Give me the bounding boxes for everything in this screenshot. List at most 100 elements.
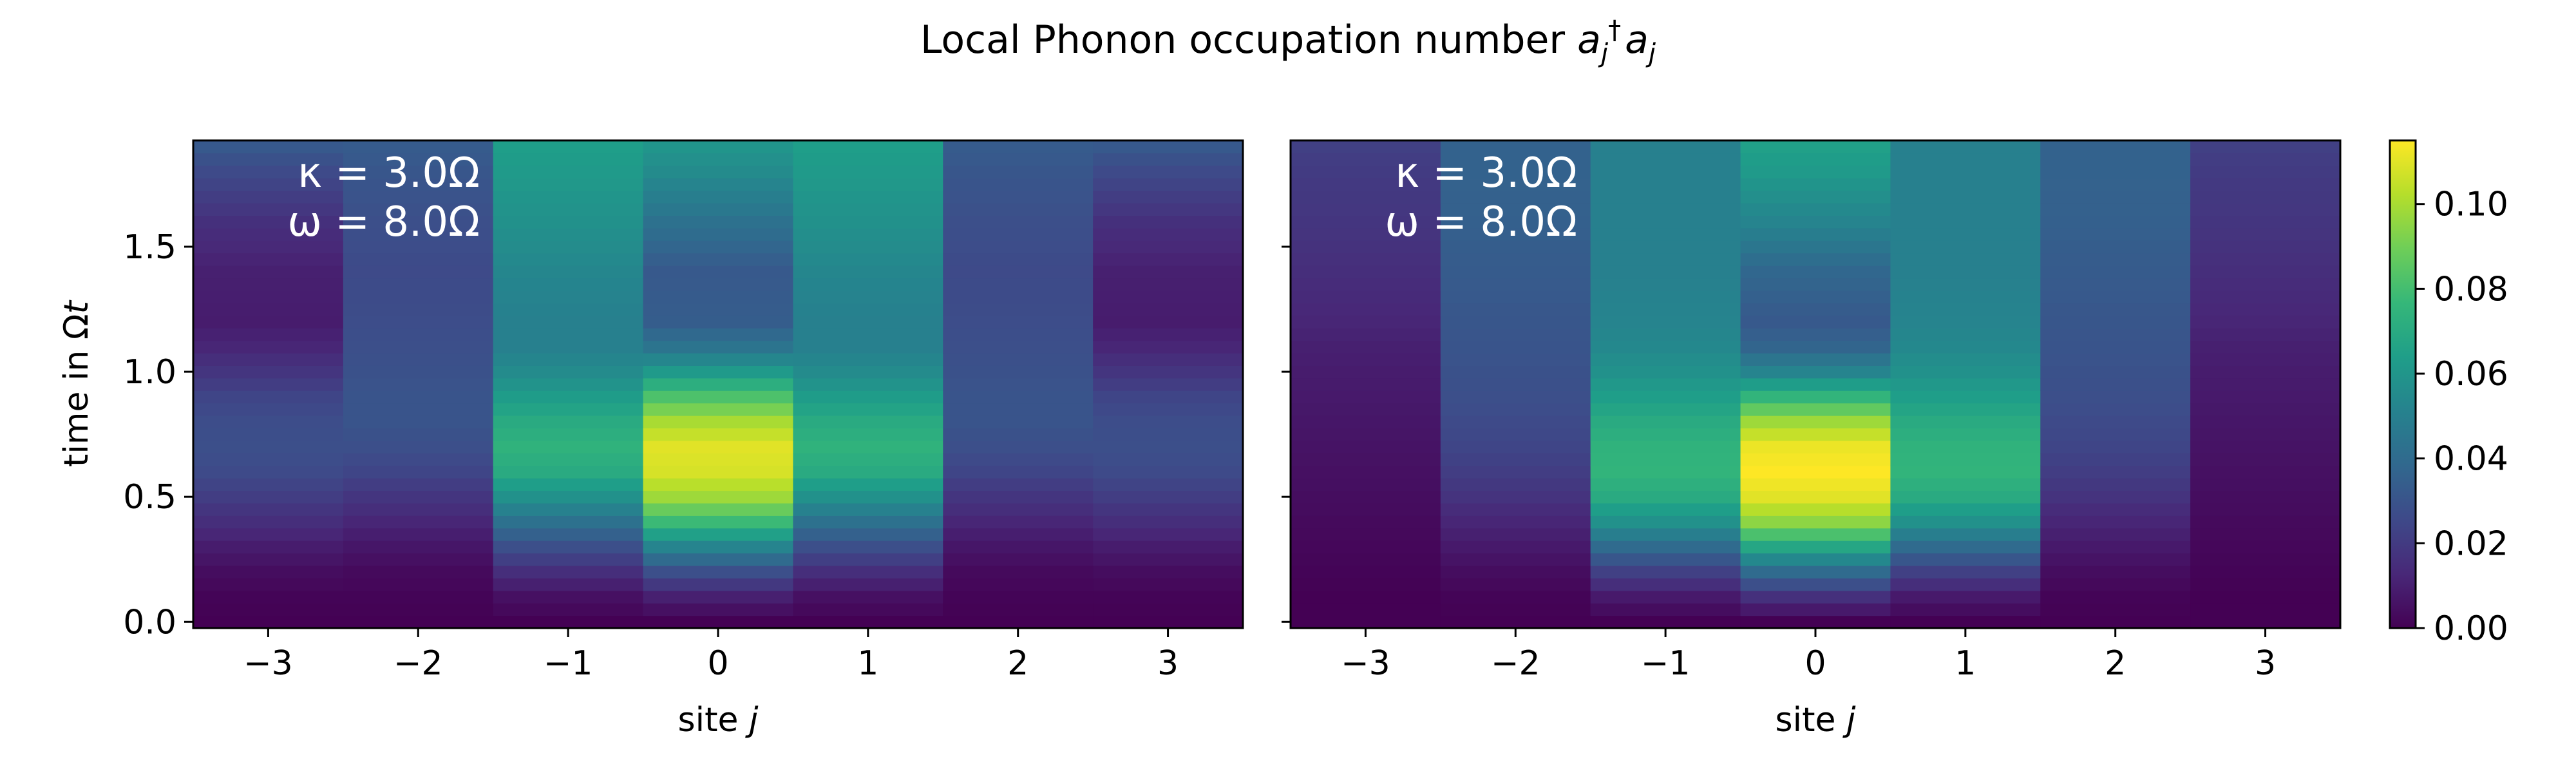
left-heatmap-cell — [493, 290, 644, 303]
left-heatmap-cell — [343, 190, 494, 204]
right-heatmap-cell — [2190, 515, 2341, 529]
right-heatmap-cell — [1590, 365, 1741, 379]
left-heatmap-cell — [493, 265, 644, 279]
right-heatmap-cell — [1890, 265, 2041, 279]
left-heatmap-cell — [793, 265, 943, 279]
right-heatmap-cell — [2190, 415, 2341, 429]
right-heatmap-cell — [2040, 303, 2191, 316]
left-heatmap-cell — [943, 603, 1094, 616]
right-heatmap-cell — [1590, 352, 1741, 366]
left-y-tick-label: 0.5 — [123, 478, 176, 517]
right-heatmap-cell — [1740, 415, 1891, 429]
left-heatmap-cell — [1093, 415, 1244, 429]
left-heatmap-cell — [1093, 203, 1244, 216]
left-heatmap-cell — [493, 540, 644, 554]
left-heatmap-cell — [943, 215, 1094, 229]
right-heatmap-cell — [1890, 515, 2041, 529]
left-heatmap-cell — [793, 590, 943, 604]
colorbar-tick-label: 0.10 — [2434, 186, 2508, 224]
right-heatmap-cell — [2040, 140, 2191, 154]
left-heatmap-cell — [343, 278, 494, 291]
right-heatmap-cell — [1740, 528, 1891, 541]
left-heatmap-cell — [793, 165, 943, 178]
right-heatmap-cell — [1291, 190, 1441, 204]
left-heatmap-cell — [793, 315, 943, 329]
left-heatmap-cell — [643, 415, 794, 429]
left-heatmap-cell — [793, 390, 943, 404]
left-heatmap-cell — [193, 227, 344, 241]
left-heatmap-cell — [943, 140, 1094, 154]
right-x-tick-label: 0 — [1804, 644, 1826, 683]
right-heatmap-cell — [1740, 227, 1891, 241]
right-heatmap-cell — [2190, 440, 2341, 453]
right-heatmap-cell — [1890, 365, 2041, 379]
right-heatmap-cell — [1291, 478, 1441, 491]
right-heatmap-cell — [1740, 190, 1891, 204]
right-heatmap-cell — [1890, 465, 2041, 479]
right-heatmap-cell — [1590, 565, 1741, 578]
left-heatmap-cell — [943, 540, 1094, 554]
right-heatmap-cell — [1590, 203, 1741, 216]
right-heatmap-cell — [1740, 615, 1891, 629]
left-heatmap-cell — [643, 227, 794, 241]
colorbar-tick-label: 0.02 — [2434, 524, 2508, 563]
right-heatmap-cell — [2190, 290, 2341, 303]
left-heatmap-cell — [793, 490, 943, 504]
left-heatmap-cell — [343, 178, 494, 191]
right-heatmap-cell — [2040, 215, 2191, 229]
right-heatmap-cell — [2190, 215, 2341, 229]
right-heatmap-cell — [1590, 490, 1741, 504]
right-heatmap-cell — [1740, 502, 1891, 516]
right-heatmap-cell — [1890, 403, 2041, 416]
right-heatmap-cell — [1590, 528, 1741, 541]
left-heatmap-cell — [193, 490, 344, 504]
left-heatmap-cell — [793, 478, 943, 491]
left-heatmap-cell — [943, 153, 1094, 166]
right-heatmap-cell — [2040, 390, 2191, 404]
right-heatmap-cell — [1440, 440, 1591, 453]
right-x-tick-label: 1 — [1955, 644, 1976, 683]
right-heatmap-cell — [1890, 540, 2041, 554]
right-heatmap-cell — [1291, 603, 1441, 616]
colorbar-ticks: 0.00 0.02 0.04 0.06 0.08 0.10 — [2416, 186, 2508, 648]
right-heatmap-cell — [1890, 528, 2041, 541]
left-heatmap-cell — [343, 377, 494, 391]
right-heatmap-cell — [1890, 315, 2041, 329]
left-heatmap-cell — [193, 390, 344, 404]
left-heatmap-cell — [343, 140, 494, 154]
right-heatmap-cell — [1291, 440, 1441, 453]
left-heatmap-cell — [643, 453, 794, 466]
right-heatmap-cell — [2190, 390, 2341, 404]
left-heatmap-cell — [643, 315, 794, 329]
right-heatmap-cell — [1440, 365, 1591, 379]
right-heatmap-cell — [1291, 303, 1441, 316]
right-heatmap-cell — [1890, 440, 2041, 453]
left-heatmap-cell — [343, 603, 494, 616]
right-heatmap-cell — [2190, 203, 2341, 216]
left-heatmap-cell — [493, 253, 644, 266]
right-heatmap-cell — [2040, 502, 2191, 516]
right-heatmap-cell — [1440, 553, 1591, 566]
left-heatmap-cell — [793, 565, 943, 578]
left-heatmap-cell — [493, 278, 644, 291]
left-y-axis-label-text: time in Ω — [57, 314, 96, 467]
right-heatmap-cell — [1740, 390, 1891, 404]
right-heatmap-cell — [1890, 140, 2041, 154]
right-heatmap-cell — [2040, 290, 2191, 303]
right-heatmap-cell — [1590, 153, 1741, 166]
left-heatmap-cell — [793, 240, 943, 254]
left-heatmap-cell — [493, 365, 644, 379]
right-heatmap-cell — [1440, 352, 1591, 366]
left-y-axis-ticks: 0.0 0.5 1.0 1.5 — [123, 228, 193, 642]
left-heatmap-cell — [643, 478, 794, 491]
right-heatmap-cell — [1590, 140, 1741, 154]
right-heatmap-cell — [1740, 315, 1891, 329]
left-heatmap-cell — [193, 265, 344, 279]
left-heatmap-cell — [193, 203, 344, 216]
right-heatmap-cell — [1291, 377, 1441, 391]
left-heatmap-cell — [193, 240, 344, 254]
left-heatmap-cell — [343, 390, 494, 404]
right-x-axis-label-text: site — [1776, 701, 1846, 740]
right-heatmap-cell — [1440, 253, 1591, 266]
left-heatmap-cell — [943, 528, 1094, 541]
